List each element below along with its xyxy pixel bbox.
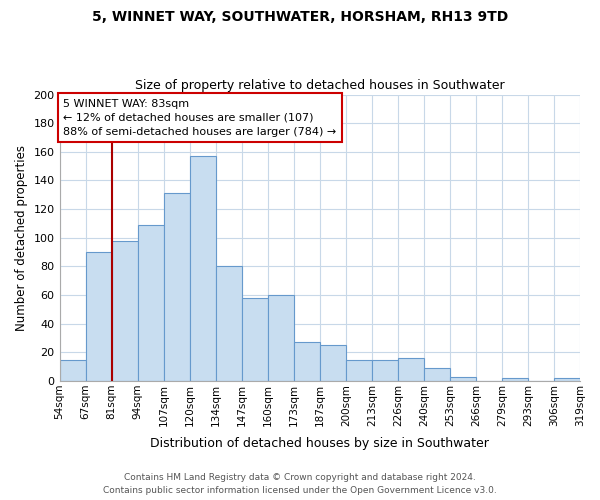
Bar: [86, 252, 112, 381]
Y-axis label: Number of detached properties: Number of detached properties: [15, 145, 28, 331]
Bar: [242, 298, 268, 381]
Bar: [424, 368, 450, 381]
Bar: [502, 378, 528, 381]
Title: Size of property relative to detached houses in Southwater: Size of property relative to detached ho…: [135, 79, 505, 92]
Text: 5, WINNET WAY, SOUTHWATER, HORSHAM, RH13 9TD: 5, WINNET WAY, SOUTHWATER, HORSHAM, RH13…: [92, 10, 508, 24]
Bar: [398, 358, 424, 381]
Bar: [372, 360, 398, 381]
Bar: [164, 194, 190, 381]
Text: 5 WINNET WAY: 83sqm
← 12% of detached houses are smaller (107)
88% of semi-detac: 5 WINNET WAY: 83sqm ← 12% of detached ho…: [64, 99, 337, 137]
Bar: [268, 295, 294, 381]
Bar: [215, 266, 242, 381]
Text: Contains HM Land Registry data © Crown copyright and database right 2024.
Contai: Contains HM Land Registry data © Crown c…: [103, 474, 497, 495]
Bar: [137, 225, 164, 381]
Bar: [112, 240, 137, 381]
Bar: [554, 378, 580, 381]
Bar: [190, 156, 215, 381]
Bar: [59, 360, 86, 381]
Bar: [294, 342, 320, 381]
X-axis label: Distribution of detached houses by size in Southwater: Distribution of detached houses by size …: [151, 437, 489, 450]
Bar: [320, 345, 346, 381]
Bar: [346, 360, 372, 381]
Bar: [450, 376, 476, 381]
